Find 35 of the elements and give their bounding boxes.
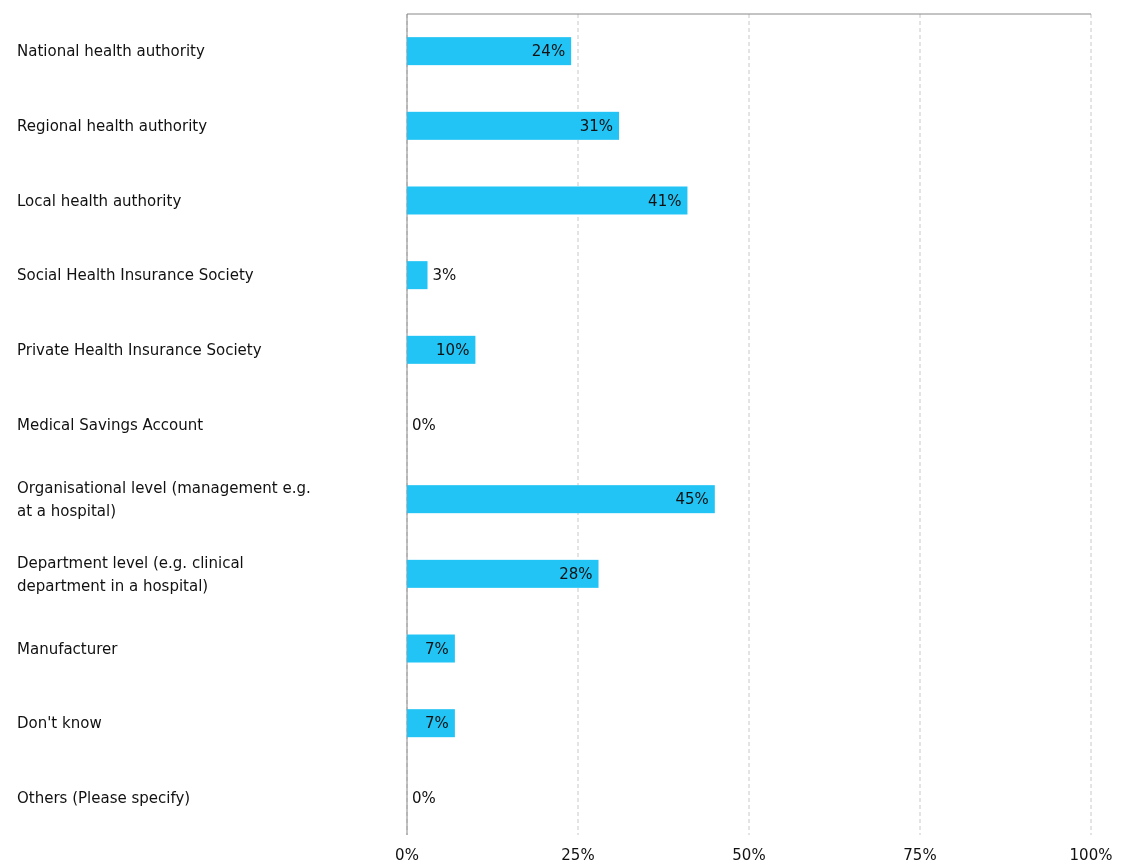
x-tick-label: 0%: [395, 846, 419, 864]
y-tick-label: Local health authority: [17, 191, 182, 210]
y-tick-label: Social Health Insurance Society: [17, 266, 254, 285]
y-tick-label: Manufacturer: [17, 639, 119, 658]
data-label: 41%: [648, 191, 682, 210]
data-label: 28%: [559, 565, 593, 584]
data-label: 31%: [579, 117, 614, 136]
bar: [407, 485, 715, 514]
data-label: 7%: [425, 714, 449, 733]
y-tick-label: Private Health Insurance Society: [17, 341, 262, 360]
data-label: 7%: [425, 639, 449, 658]
bar: [407, 709, 455, 738]
x-tick-label: 25%: [561, 846, 595, 864]
y-tick-label: Others (Please specify): [17, 789, 191, 808]
data-label: 0%: [412, 415, 436, 434]
y-tick-label: Department level (e.g. clinical department in a hospital): [17, 553, 244, 595]
y-tick-label: Don't know: [17, 714, 102, 733]
bar: [407, 634, 455, 663]
bar: [407, 261, 428, 290]
data-label: 24%: [531, 42, 566, 61]
y-tick-label: Medical Savings Account: [17, 415, 204, 434]
data-label: 3%: [432, 266, 457, 285]
y-tick-label: National health authority: [17, 42, 205, 61]
y-tick-label: Regional health authority: [17, 117, 208, 136]
data-label: 45%: [675, 490, 709, 509]
data-label: 0%: [412, 789, 436, 808]
x-tick-label: 50%: [732, 846, 766, 864]
bar: [407, 186, 688, 215]
bar: [407, 111, 620, 140]
x-tick-label: 100%: [1069, 846, 1113, 864]
bar: [407, 559, 599, 588]
bar: [407, 37, 572, 66]
data-label: 10%: [436, 341, 470, 360]
x-tick-label: 75%: [903, 846, 937, 864]
y-tick-label: Organisational level (management e.g. at a hospital): [17, 478, 311, 520]
